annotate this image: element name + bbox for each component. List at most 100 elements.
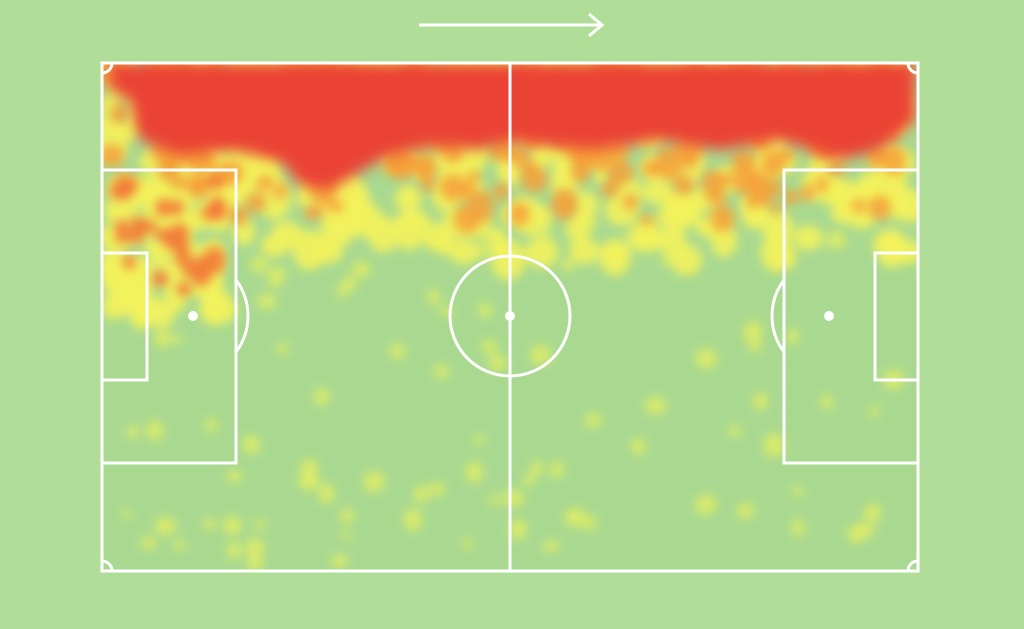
pitch-lines — [100, 61, 920, 573]
heat-blob — [868, 406, 880, 416]
heat-blob — [146, 420, 164, 441]
heat-blob — [491, 239, 526, 281]
heat-blob — [167, 296, 186, 312]
heat-blob — [330, 553, 348, 568]
heat-blob — [671, 188, 704, 227]
heat-blob — [170, 174, 188, 191]
heat-blob — [601, 243, 622, 259]
heat-blob — [863, 503, 882, 522]
heat-blob — [673, 174, 694, 196]
heat-blob — [873, 228, 908, 262]
heat-blob — [382, 156, 411, 177]
heat-blob — [488, 354, 507, 371]
heat-blob — [427, 288, 441, 305]
penalty-spot — [188, 311, 198, 321]
heat-blob — [116, 179, 138, 194]
heat-blob — [631, 438, 647, 456]
heat-blob — [226, 541, 242, 560]
heat-blob — [428, 482, 446, 496]
heat-blob — [245, 192, 267, 213]
heat-blob — [205, 417, 217, 433]
heat-blob — [420, 176, 436, 192]
heat-blob — [102, 144, 125, 167]
heat-blob — [752, 392, 768, 410]
heat-blob — [763, 433, 785, 458]
heat-blob — [363, 471, 385, 493]
corner-arc — [906, 559, 919, 572]
heat-blob — [654, 147, 683, 180]
heat-blob — [760, 232, 792, 273]
corner-arc — [101, 559, 114, 572]
heat-blob — [339, 508, 355, 523]
heat-blob — [152, 270, 169, 287]
arrow-head — [588, 12, 605, 38]
heat-blob — [644, 396, 667, 415]
heat-blob — [521, 168, 548, 193]
direction-arrow — [419, 12, 605, 38]
heat-blob — [473, 435, 486, 445]
heat-blob — [820, 394, 833, 410]
heat-blob — [300, 475, 312, 489]
heat-blob — [303, 205, 324, 221]
heat-blob — [186, 174, 211, 197]
heat-blob — [736, 503, 755, 519]
heat-blob — [622, 193, 638, 211]
goal-area — [100, 251, 149, 382]
heat-blob — [326, 199, 344, 213]
center-spot — [505, 311, 515, 321]
heat-blob — [139, 536, 158, 549]
heat-blob — [314, 387, 330, 406]
heat-blob — [439, 173, 467, 202]
heat-blob — [170, 199, 184, 216]
heat-blob — [149, 249, 167, 269]
heat-blob — [467, 170, 481, 184]
center-circle — [448, 254, 572, 378]
heat-blob — [657, 206, 676, 227]
heat-blob — [153, 329, 172, 347]
heat-blob — [477, 227, 492, 245]
heat-blob — [176, 282, 192, 297]
heat-blob — [313, 241, 344, 264]
heat-blob — [174, 538, 185, 552]
heat-blob — [462, 538, 473, 550]
heat-blob — [746, 171, 770, 196]
heat-blob — [710, 223, 738, 258]
heat-blob — [655, 226, 687, 255]
heat-blob — [770, 204, 783, 214]
heat-blob — [791, 519, 806, 537]
heat-blob — [493, 182, 510, 201]
heat-blob — [584, 413, 602, 428]
heat-blob — [222, 516, 243, 535]
heat-blob — [502, 489, 524, 508]
heat-blob — [509, 519, 527, 540]
heat-blob — [203, 246, 226, 275]
goal-area — [873, 251, 920, 382]
heat-blob — [256, 175, 274, 191]
heat-blob — [641, 180, 676, 205]
heat-blob — [786, 328, 800, 344]
heat-blob — [162, 227, 180, 250]
heat-blob — [122, 254, 136, 270]
heat-blob — [203, 285, 224, 304]
heat-blob — [815, 176, 829, 193]
heat-blob — [102, 246, 128, 282]
heat-blob — [749, 342, 762, 353]
heat-blob — [478, 302, 492, 318]
heat-blob — [207, 196, 227, 221]
heat-blob — [781, 190, 800, 204]
heat-blob — [871, 164, 907, 206]
heat-blob — [367, 215, 399, 253]
heat-blob — [577, 216, 598, 232]
heat-blob — [564, 507, 587, 528]
heat-blob — [465, 461, 483, 484]
heat-blob — [433, 364, 450, 378]
heat-blob — [793, 225, 823, 251]
heat-blob — [695, 494, 717, 515]
heat-blob — [206, 171, 226, 190]
heat-blob — [273, 183, 288, 200]
heat-blob — [125, 270, 151, 296]
heat-blob — [661, 253, 672, 267]
corner-arc — [101, 62, 114, 75]
corner-arc — [906, 62, 919, 75]
heat-blob — [761, 149, 786, 177]
